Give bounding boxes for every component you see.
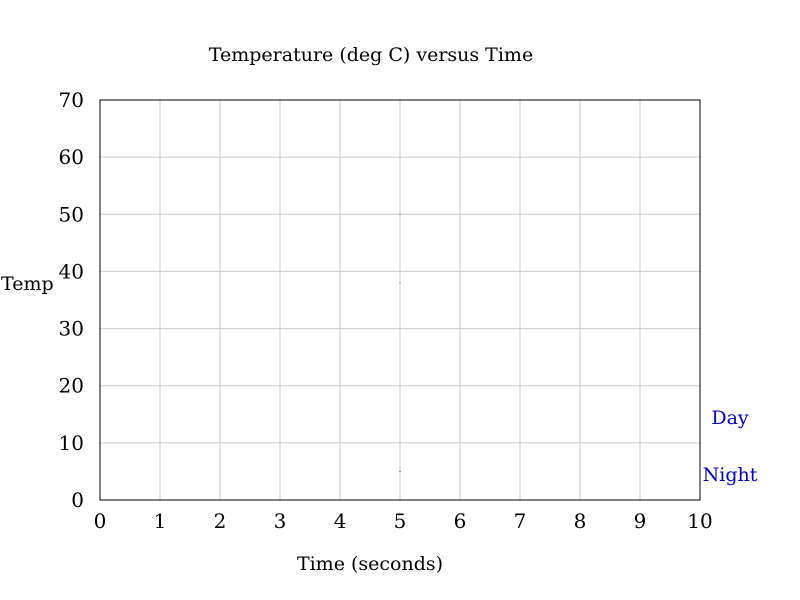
y-tick-label: 50 (59, 202, 84, 226)
y-axis-label: Temp (1, 273, 54, 295)
y-tick-label: 20 (59, 374, 84, 398)
x-tick-label: 10 (687, 509, 712, 533)
data-points (399, 213, 401, 472)
chart-title: Temperature (deg C) versus Time (209, 44, 533, 66)
x-axis-label: Time (seconds) (297, 553, 443, 575)
x-tick-label: 4 (334, 509, 347, 533)
x-tick-label: 1 (154, 509, 167, 533)
legend: Day Night (703, 407, 758, 486)
x-tick-label: 8 (574, 509, 587, 533)
legend-item-day: Day (711, 407, 749, 429)
y-tick-label: 40 (59, 259, 84, 283)
y-tick-label: 70 (59, 88, 84, 112)
data-point-day (399, 213, 401, 215)
x-tick-label: 5 (394, 509, 407, 533)
data-point-night (399, 470, 401, 472)
x-tick-label: 0 (94, 509, 107, 533)
y-tick-label: 0 (71, 488, 84, 512)
x-tick-label: 3 (274, 509, 287, 533)
x-tick-label: 2 (214, 509, 227, 533)
data-point-day (399, 282, 401, 284)
x-tick-label: 7 (514, 509, 527, 533)
y-axis-ticks: 0 10 20 30 40 50 60 70 (59, 88, 84, 512)
plot-frame (99, 99, 701, 501)
x-tick-label: 9 (634, 509, 647, 533)
y-tick-label: 10 (59, 431, 84, 455)
x-axis-ticks: 0 1 2 3 4 5 6 7 8 9 10 (94, 509, 713, 533)
x-tick-label: 6 (454, 509, 467, 533)
y-tick-label: 60 (59, 145, 84, 169)
y-tick-label: 30 (59, 317, 84, 341)
grid (100, 100, 700, 500)
legend-item-night: Night (703, 464, 758, 486)
